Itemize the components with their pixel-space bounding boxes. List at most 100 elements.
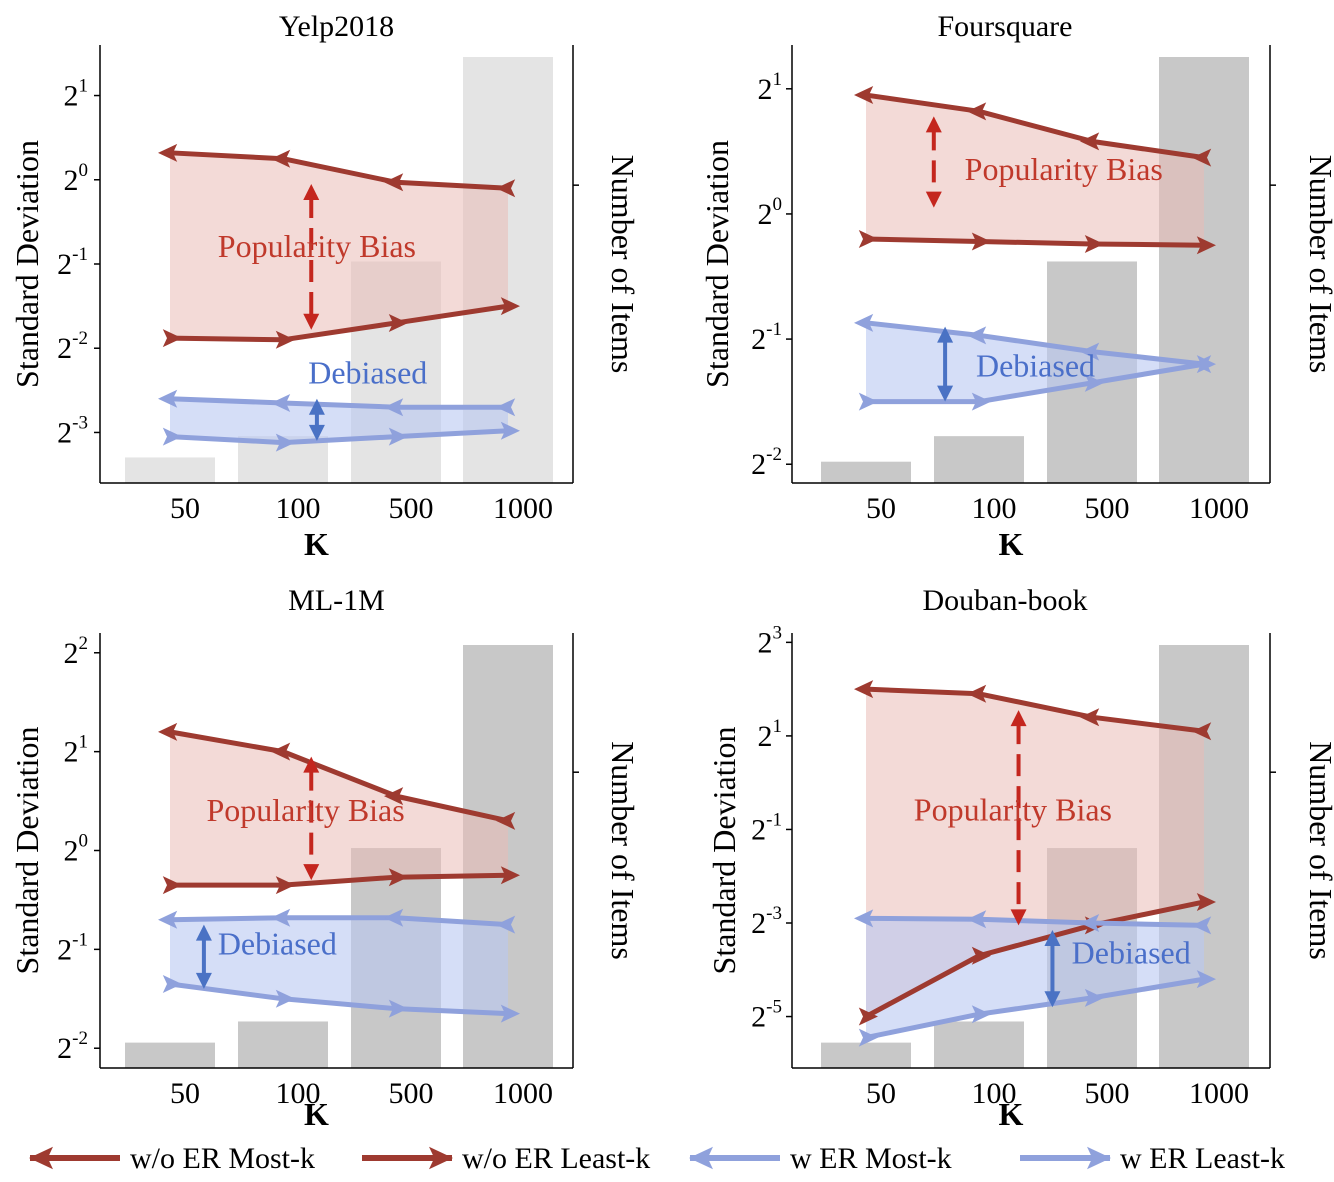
series-line-w-er-most-k xyxy=(865,320,1205,367)
x-tick-label-100: 100 xyxy=(276,492,321,525)
y-tick-base: 2 xyxy=(57,416,72,449)
marker-w-er-least-k-50 xyxy=(162,974,182,993)
marker-w-o-er-least-k-100 xyxy=(971,946,991,965)
series-line-w-er-least-k xyxy=(169,981,509,1017)
marker-w-er-least-k-50 xyxy=(858,1028,878,1047)
popularity-bias-arrow-head-up xyxy=(303,756,320,773)
y-tick-label: 21 xyxy=(758,716,783,753)
debias-arrow-head-up xyxy=(195,924,212,941)
marker-w-o-er-most-k-1000 xyxy=(496,811,516,830)
bar-100 xyxy=(238,1021,328,1068)
x-tick-label-50: 50 xyxy=(170,492,200,525)
debiased-band xyxy=(866,918,1204,1038)
y-tick-exponent: 1 xyxy=(773,69,783,90)
marker-w-er-least-k-100 xyxy=(275,433,295,452)
marker-w-o-er-most-k-500 xyxy=(1080,132,1100,151)
y-tick-exponent: -1 xyxy=(72,244,88,265)
y-tick-label: 22 xyxy=(64,633,89,670)
popularity-bias-arrow-head-up xyxy=(303,183,320,200)
series-line-w-er-most-k xyxy=(865,915,1205,928)
marker-w-o-er-least-k-50 xyxy=(162,876,182,895)
legend-item-w-o-er-least-k: w/o ER Least-k xyxy=(362,1142,650,1175)
x-tick-label-100: 100 xyxy=(972,1077,1017,1110)
legend-label: w ER Most-k xyxy=(790,1142,952,1175)
x-axis-label: K xyxy=(999,1096,1024,1132)
y-tick-exponent: -1 xyxy=(72,929,88,950)
y-tick-base: 2 xyxy=(57,933,72,966)
y-tick-exponent: 1 xyxy=(773,716,783,737)
marker-w-o-er-most-k-50 xyxy=(158,722,178,741)
x-tick-label-1000: 1000 xyxy=(1189,1077,1249,1110)
y-tick-label: 2-1 xyxy=(57,244,88,281)
marker-w-er-most-k-500 xyxy=(1080,342,1100,361)
series-line-w-er-least-k xyxy=(169,428,509,446)
legend-label: w/o ER Least-k xyxy=(462,1142,650,1175)
y-tick-base: 2 xyxy=(758,626,773,659)
marker-w-o-er-most-k-1000 xyxy=(1192,722,1212,741)
marker-w-er-least-k-1000 xyxy=(1196,970,1216,989)
marker-w-er-most-k-100 xyxy=(271,393,291,412)
y-tick-exponent: -2 xyxy=(766,444,782,465)
legend-item-w-er-most-k: w ER Most-k xyxy=(689,1142,952,1175)
marker-w-er-most-k-100 xyxy=(967,910,987,929)
y2-axis-label: Number of Items xyxy=(605,155,641,374)
y-tick-base: 2 xyxy=(751,448,766,481)
marker-w-o-er-least-k-100 xyxy=(275,330,295,349)
marker-w-er-most-k-1000 xyxy=(496,915,516,934)
x-tick-label-1000: 1000 xyxy=(493,492,553,525)
legend-marker xyxy=(29,1146,53,1170)
legend-label: w ER Least-k xyxy=(1120,1142,1285,1175)
marker-w-o-er-most-k-1000 xyxy=(1192,148,1212,167)
marker-w-o-er-most-k-500 xyxy=(384,787,404,806)
marker-w-o-er-most-k-50 xyxy=(854,680,874,699)
marker-w-er-least-k-500 xyxy=(388,427,408,446)
marker-w-er-least-k-50 xyxy=(162,427,182,446)
bar-50 xyxy=(821,461,911,483)
popularity-bias-arrow-head-up xyxy=(1010,710,1027,727)
x-tick-label-50: 50 xyxy=(170,1077,200,1110)
y-tick-label: 2-3 xyxy=(751,903,782,940)
marker-w-er-most-k-50 xyxy=(854,313,874,332)
y-tick-base: 2 xyxy=(751,813,766,846)
y-tick-label: 21 xyxy=(64,732,89,769)
y-tick-exponent: 2 xyxy=(79,633,89,654)
y-tick-base: 2 xyxy=(64,835,79,868)
y-tick-base: 2 xyxy=(64,637,79,670)
y-tick-label: 2-3 xyxy=(57,412,88,449)
panel-title: Douban-book xyxy=(923,584,1088,617)
marker-w-er-least-k-1000 xyxy=(500,421,520,440)
series-line-w-er-least-k xyxy=(866,361,1205,405)
debiased-label: Debiased xyxy=(218,925,337,961)
marker-w-o-er-most-k-100 xyxy=(967,684,987,703)
marker-w-o-er-least-k-1000 xyxy=(1196,236,1216,255)
series-line-w-o-er-least-k xyxy=(170,872,509,888)
series-line-w-o-er-least-k xyxy=(865,236,1205,248)
debias-arrow-head-up xyxy=(308,398,325,415)
panel-title: Foursquare xyxy=(938,10,1073,43)
popularity-bias-arrow-head-down xyxy=(303,313,320,330)
popularity-bias-label: Popularity Bias xyxy=(965,151,1163,187)
bar-1000 xyxy=(1159,57,1249,483)
y2-axis-label: Number of Items xyxy=(1303,741,1334,960)
x-tick-label-100: 100 xyxy=(276,1077,321,1110)
y-tick-label: 2-1 xyxy=(751,319,782,356)
marker-w-er-most-k-50 xyxy=(158,389,178,408)
y-tick-label: 20 xyxy=(64,831,89,868)
y-axis-label: Standard Deviation xyxy=(9,727,45,975)
y-tick-label: 2-2 xyxy=(751,444,782,481)
marker-w-o-er-most-k-50 xyxy=(854,86,874,105)
marker-w-o-er-least-k-1000 xyxy=(1196,892,1216,911)
y-tick-exponent: 0 xyxy=(79,160,89,181)
series-line-w-o-er-most-k xyxy=(865,92,1205,161)
bar-100 xyxy=(934,436,1024,483)
marker-w-o-er-most-k-500 xyxy=(1080,708,1100,727)
legend-marker xyxy=(689,1146,713,1170)
x-tick-label-1000: 1000 xyxy=(493,1077,553,1110)
series-line-w-o-er-most-k xyxy=(169,150,509,191)
marker-w-o-er-most-k-1000 xyxy=(496,179,516,198)
series-line-w-er-most-k xyxy=(169,396,508,410)
series-line-w-o-er-most-k xyxy=(865,686,1205,734)
